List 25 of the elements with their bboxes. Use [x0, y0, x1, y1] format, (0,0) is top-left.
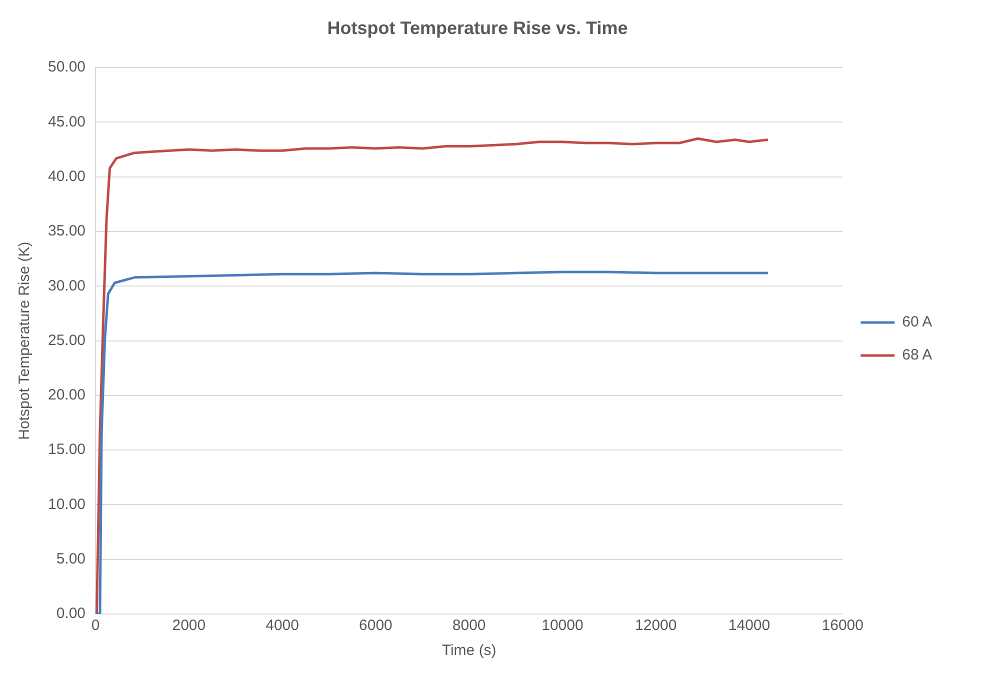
chart-title: Hotspot Temperature Rise vs. Time: [327, 18, 628, 38]
legend-label: 68 A: [902, 346, 932, 364]
x-tick-label: 0: [91, 617, 100, 634]
y-tick-label: 20.00: [48, 386, 86, 404]
x-axis-title: Time (s): [442, 642, 496, 660]
x-tick-label: 2000: [172, 617, 206, 634]
y-tick-label: 30.00: [48, 277, 86, 294]
x-tick-label: 16000: [822, 617, 864, 634]
y-tick-label: 25.00: [48, 332, 86, 349]
legend-label: 60 A: [902, 314, 932, 331]
y-tick-label: 0.00: [56, 605, 86, 622]
x-tick-label: 4000: [266, 617, 299, 634]
y-tick-label: 5.00: [56, 550, 86, 568]
y-tick-label: 10.00: [48, 496, 86, 513]
x-tick-label: 14000: [728, 617, 770, 634]
y-tick-label: 50.00: [48, 58, 86, 76]
x-tick-label: 8000: [452, 617, 486, 634]
y-tick-label: 35.00: [48, 222, 86, 240]
y-tick-label: 15.00: [48, 441, 86, 458]
x-tick-label: 10000: [542, 617, 584, 634]
y-axis-title: Hotspot Temperature Rise (K): [16, 242, 34, 440]
y-tick-label: 45.00: [48, 113, 86, 130]
x-tick-label: 6000: [359, 617, 392, 634]
x-tick-label: 12000: [635, 617, 677, 634]
y-tick-label: 40.00: [48, 168, 86, 186]
